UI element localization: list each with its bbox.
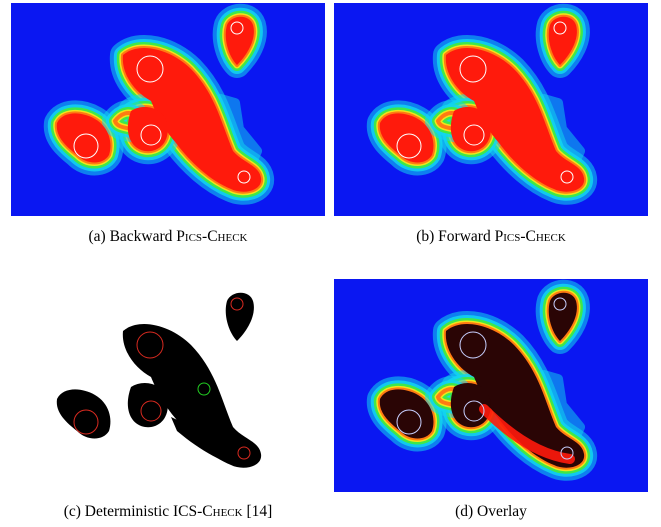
reachable-region (450, 383, 491, 428)
caption-d-text: Overlay (477, 503, 527, 520)
caption-c-method: ICS-Check (173, 503, 243, 520)
goal-circle-4 (553, 297, 567, 311)
goal-circle-2 (73, 133, 99, 159)
caption-a-label: (a) (88, 228, 106, 245)
reachable-region (122, 47, 262, 192)
panel-backward-pics-check (11, 3, 325, 216)
caption-b-text: Forward (438, 228, 491, 245)
binary-image-c (11, 279, 325, 492)
goal-circle-4 (553, 21, 567, 35)
caption-a-method: Pics-Check (176, 228, 248, 245)
goal-circle-3 (237, 170, 251, 184)
reachable-region (450, 107, 491, 152)
goal-circle-0 (459, 55, 487, 83)
goal-circle-1 (140, 124, 162, 146)
goal-circle-1 (463, 124, 485, 146)
reachable-region (548, 292, 577, 341)
caption-c-label: (c) (63, 503, 81, 520)
heatmap-image-b (334, 3, 648, 216)
goal-circle-2 (396, 133, 422, 159)
reachable-region (127, 107, 168, 152)
caption-d: (d) Overlay (334, 503, 648, 521)
caption-b: (b) Forward Pics-Check (334, 228, 648, 246)
panel-deterministic-ics-check (11, 279, 325, 492)
heatmap-image-a (11, 3, 325, 216)
reachable-region (225, 16, 254, 65)
goal-circle-3 (560, 446, 574, 460)
goal-circle-2 (396, 409, 422, 435)
ics-region (171, 417, 258, 467)
caption-c-text: Deterministic (84, 503, 170, 520)
overlay-image-d (334, 279, 648, 492)
goal-circle-4 (230, 21, 244, 35)
goal-circle-0 (459, 331, 487, 359)
goal-circle-3 (560, 170, 574, 184)
caption-c: (c) Deterministic ICS-Check [14] (11, 503, 325, 521)
caption-a-text: Backward (109, 228, 173, 245)
ics-region (122, 323, 262, 468)
panel-forward-pics-check (334, 3, 648, 216)
goal-circle-4 (230, 297, 244, 311)
goal-circle-1 (463, 400, 485, 422)
caption-d-label: (d) (455, 503, 474, 520)
ics-region (225, 292, 254, 341)
reachable-region (445, 47, 585, 192)
goal-circle-0 (136, 55, 164, 83)
goal-circle-1 (140, 400, 162, 422)
start-circle (197, 382, 211, 396)
caption-b-method: Pics-Check (494, 228, 566, 245)
caption-a: (a) Backward Pics-Check (11, 228, 325, 246)
reachable-region (548, 16, 577, 65)
panel-overlay (334, 279, 648, 492)
goal-circle-0 (136, 331, 164, 359)
goal-circle-2 (73, 409, 99, 435)
reachable-region (445, 323, 585, 468)
goal-circle-3 (237, 446, 251, 460)
caption-c-citation: [14] (246, 503, 273, 520)
caption-b-label: (b) (416, 228, 435, 245)
ics-region (127, 383, 168, 428)
